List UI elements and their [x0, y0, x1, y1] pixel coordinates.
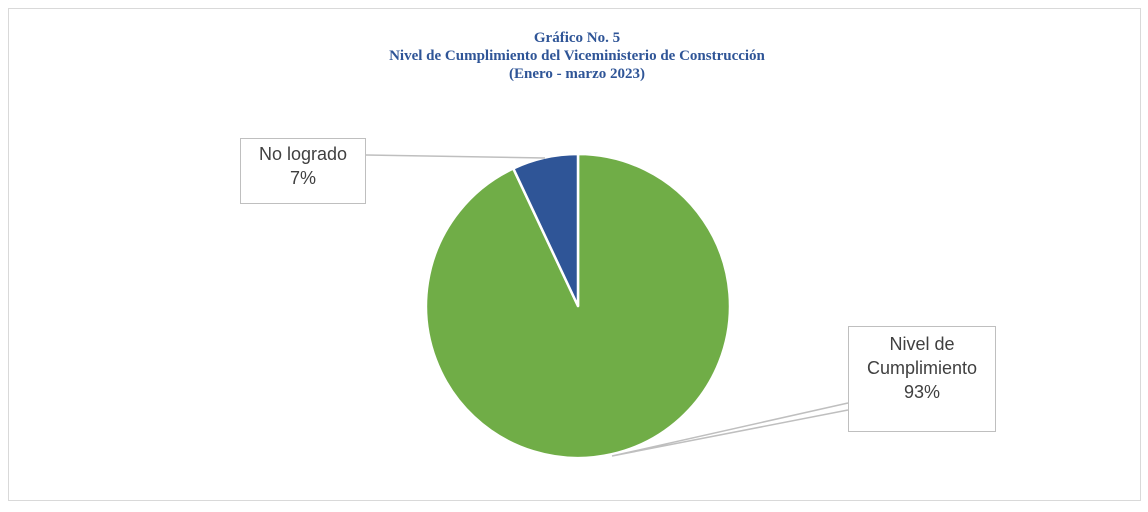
label-name: No logrado — [258, 144, 348, 164]
label-value: 93% — [903, 382, 941, 402]
chart-title: Nivel de Cumplimiento del Viceministerio… — [389, 48, 765, 64]
chart-frame — [8, 8, 1141, 501]
data-label: No logrado 7% — [240, 138, 366, 204]
label-name: Nivel de Cumplimiento — [866, 334, 978, 378]
label-value: 7% — [289, 168, 316, 188]
chart-title: (Enero - marzo 2023) — [509, 66, 645, 82]
leader-line — [611, 402, 849, 457]
pie — [424, 152, 732, 460]
data-label: Nivel de Cumplimiento 93% — [848, 326, 996, 432]
chart-title: Gráfico No. 5 — [534, 30, 620, 46]
leader-line — [365, 154, 546, 159]
